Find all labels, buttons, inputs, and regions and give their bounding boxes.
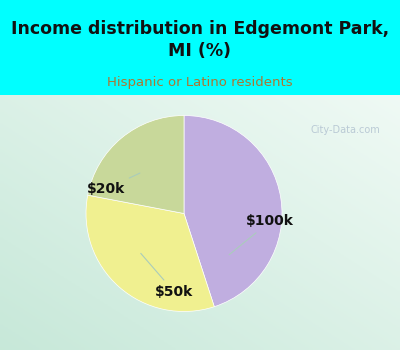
Text: $100k: $100k: [229, 214, 294, 255]
Text: Income distribution in Edgemont Park,
MI (%): Income distribution in Edgemont Park, MI…: [11, 20, 389, 60]
Wedge shape: [88, 116, 184, 214]
Wedge shape: [86, 195, 214, 312]
Text: Hispanic or Latino residents: Hispanic or Latino residents: [107, 76, 293, 89]
Text: City-Data.com: City-Data.com: [310, 125, 380, 135]
Text: $50k: $50k: [141, 253, 193, 299]
Text: $20k: $20k: [86, 173, 140, 196]
Wedge shape: [184, 116, 282, 307]
